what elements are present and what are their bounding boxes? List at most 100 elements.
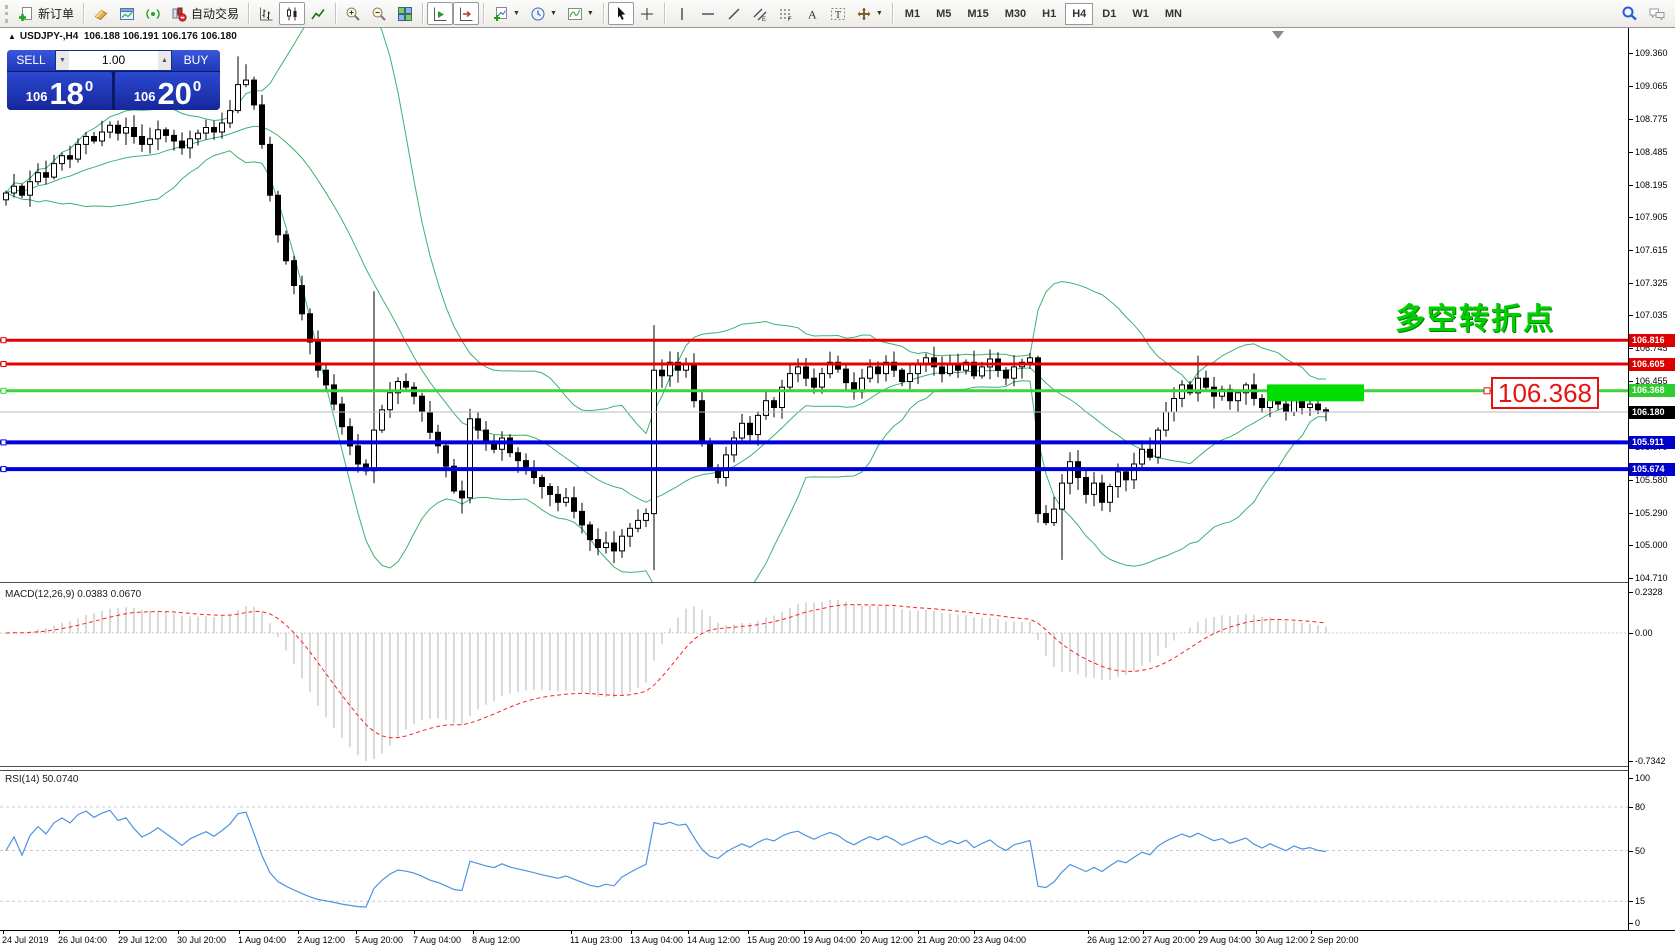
new-chart-button[interactable]: ▼ [488,2,525,25]
axis-tick [1629,851,1633,852]
sell-button[interactable]: SELL [7,50,55,71]
price-axis[interactable]: 109.360 109.065 108.775 108.485 108.195 107.9… [1628,28,1675,930]
price-axis-label: 109.360 [1635,48,1668,58]
candlestick-chart-icon [284,6,300,22]
sell-price-display[interactable]: 106 18 0 [7,72,112,110]
rsi-panel[interactable] [0,771,1628,930]
price-axis-label: 108.775 [1635,114,1668,124]
new-order-icon [18,6,34,22]
volume-increase-button[interactable]: ▲ [158,51,171,70]
sell-price-point: 0 [84,78,94,95]
arrows-button[interactable]: ▼ [851,2,888,25]
main-price-chart[interactable] [0,28,1628,582]
time-axis-label: 30 Aug 12:00 [1255,935,1309,945]
volume-decrease-button[interactable]: ▼ [56,51,69,70]
volume-spinner: ▼ 1.00 ▲ [55,50,172,71]
indicators-button[interactable]: ▼ [562,2,599,25]
time-axis-tick [748,931,749,934]
panel-separator[interactable] [0,766,1675,771]
horizontal-line-button[interactable] [695,2,721,25]
macd-histogram [13,599,1327,761]
indicators-icon [567,6,583,22]
new-order-label: 新订单 [38,7,75,21]
text-label-button[interactable]: T [825,2,851,25]
arrows-icon [856,6,872,22]
horizontal-line-icon [700,6,716,22]
trendline-icon [726,6,742,22]
highlight-box[interactable] [1267,384,1364,402]
volume-input[interactable]: 1.00 [101,53,126,67]
signal-button[interactable] [140,2,166,25]
crosshair-button[interactable] [634,2,660,25]
price-axis-label: 109.065 [1635,81,1668,91]
eraser-button[interactable] [88,2,114,25]
price-axis-label: 108.485 [1635,147,1668,157]
axis-tick [1629,86,1633,87]
time-axis-tick [3,931,4,934]
new-order-button[interactable]: 新订单 [13,2,79,25]
time-axis-tick [1311,931,1312,934]
macd-panel[interactable] [0,586,1628,766]
timeframe-H4[interactable]: H4 [1065,2,1094,25]
symbol-name: USDJPY-,H4 [19,31,79,42]
auto-trading-button[interactable]: 自动交易 [166,2,244,25]
symbol-header: ▲ USDJPY-,H4 106.188 106.191 106.176 106.… [8,31,237,42]
macd-axis-label: 0.2328 [1635,587,1663,597]
time-axis-tick [571,931,572,934]
tile-windows-button[interactable] [392,2,418,25]
buy-button[interactable]: BUY [172,50,220,71]
timeframe-H1[interactable]: H1 [1042,7,1057,20]
line-chart-button[interactable] [305,2,331,25]
vertical-line-button[interactable] [669,2,695,25]
zoom-in-button[interactable] [340,2,366,25]
buy-price-display[interactable]: 106 20 0 [115,72,220,110]
chart-shift-button[interactable] [453,2,480,25]
cursor-button[interactable] [607,2,634,25]
time-axis-tick [473,931,474,934]
chart-area[interactable]: ▲ USDJPY-,H4 106.188 106.191 106.176 106.… [0,28,1675,949]
channel-button[interactable]: E [747,2,773,25]
timeframe-D1[interactable]: D1 [1102,7,1117,20]
line-drag-handle[interactable] [1483,387,1491,395]
text-button[interactable]: A [799,2,825,25]
axis-tick [1629,545,1633,546]
horizontal-line-105.674[interactable] [0,466,1628,473]
chat-button[interactable] [1643,2,1671,25]
axis-tick [1629,807,1633,808]
auto-scroll-button[interactable] [427,2,454,25]
time-axis-tick [414,931,415,934]
trendline-button[interactable] [721,2,747,25]
zoom-out-button[interactable] [366,2,392,25]
price-axis-label: 107.905 [1635,212,1668,222]
toolbar-grip[interactable] [5,4,9,23]
signal-icon [145,6,161,22]
time-axis-label: 21 Aug 20:00 [917,935,971,945]
fibonacci-button[interactable]: F [773,2,799,25]
timeframe-MN[interactable]: MN [1164,7,1182,20]
search-button[interactable] [1616,2,1643,25]
rsi-axis-label: 50 [1635,846,1646,856]
bar-chart-button[interactable] [253,2,279,25]
one-click-toggle-icon[interactable]: ▲ [8,32,16,41]
timeframe-M15[interactable]: M15 [967,7,989,20]
candlestick-chart-button[interactable] [279,2,306,25]
rsi-axis-label: 80 [1635,802,1646,812]
timeframe-M5[interactable]: M5 [936,7,952,20]
bollinger-bands [5,28,1326,582]
buy-price-point: 0 [192,78,202,95]
price-callout-label[interactable]: 106.368 [1491,377,1599,409]
timeframe-M30[interactable]: M30 [1004,7,1027,20]
horizontal-line-106.816[interactable] [0,337,1628,344]
toolbar-separator [248,3,250,24]
chart-annotation-text[interactable]: 多空转折点 [1395,303,1555,336]
time-axis[interactable]: 24 Jul 2019 26 Jul 04:00 29 Jul 12:00 30 Ju… [0,930,1675,949]
timeframe-W1[interactable]: W1 [1132,7,1149,20]
horizontal-line-106.605[interactable] [0,361,1628,367]
horizontal-line-105.911[interactable] [0,439,1628,446]
timeframe-M1[interactable]: M1 [904,7,921,20]
time-axis-label: 19 Aug 04:00 [803,935,857,945]
periods-button[interactable]: ▼ [525,2,562,25]
chart-window-button[interactable] [114,2,140,25]
axis-tick [1629,283,1633,284]
time-axis-tick [804,931,805,934]
